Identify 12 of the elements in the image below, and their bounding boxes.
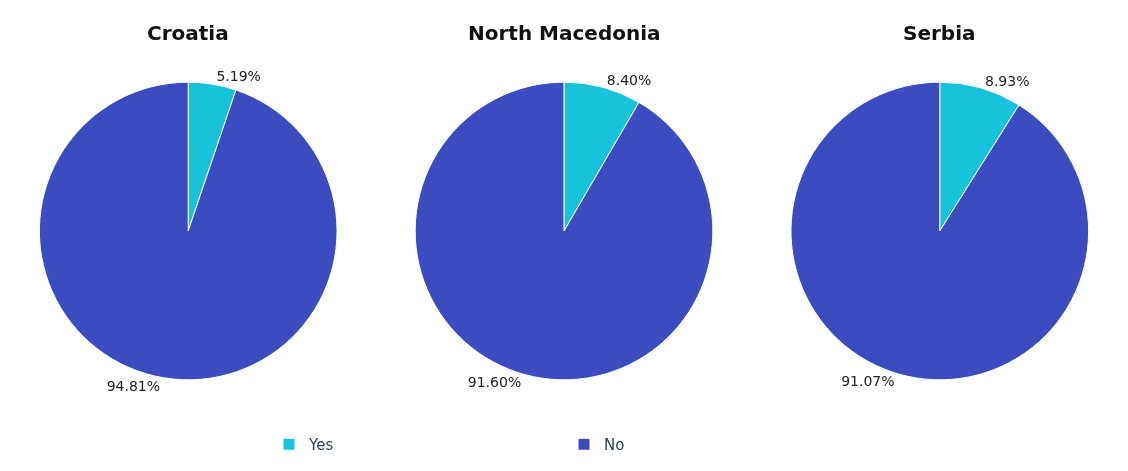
data-label: 91.60% bbox=[467, 374, 522, 391]
data-label: 5.19% bbox=[216, 68, 261, 85]
legend-label: Yes bbox=[308, 436, 334, 455]
data-label: 8.40% bbox=[606, 71, 652, 88]
pie-slice bbox=[38, 81, 338, 381]
chart-title: Serbia bbox=[903, 21, 976, 45]
data-label: 94.81% bbox=[106, 377, 161, 394]
legend-label: No bbox=[604, 436, 625, 455]
data-label: 8.93% bbox=[984, 72, 1030, 89]
data-label: 91.07% bbox=[841, 373, 895, 390]
chart-title: North Macedonia bbox=[468, 21, 661, 45]
chart-title: Croatia bbox=[147, 21, 229, 45]
